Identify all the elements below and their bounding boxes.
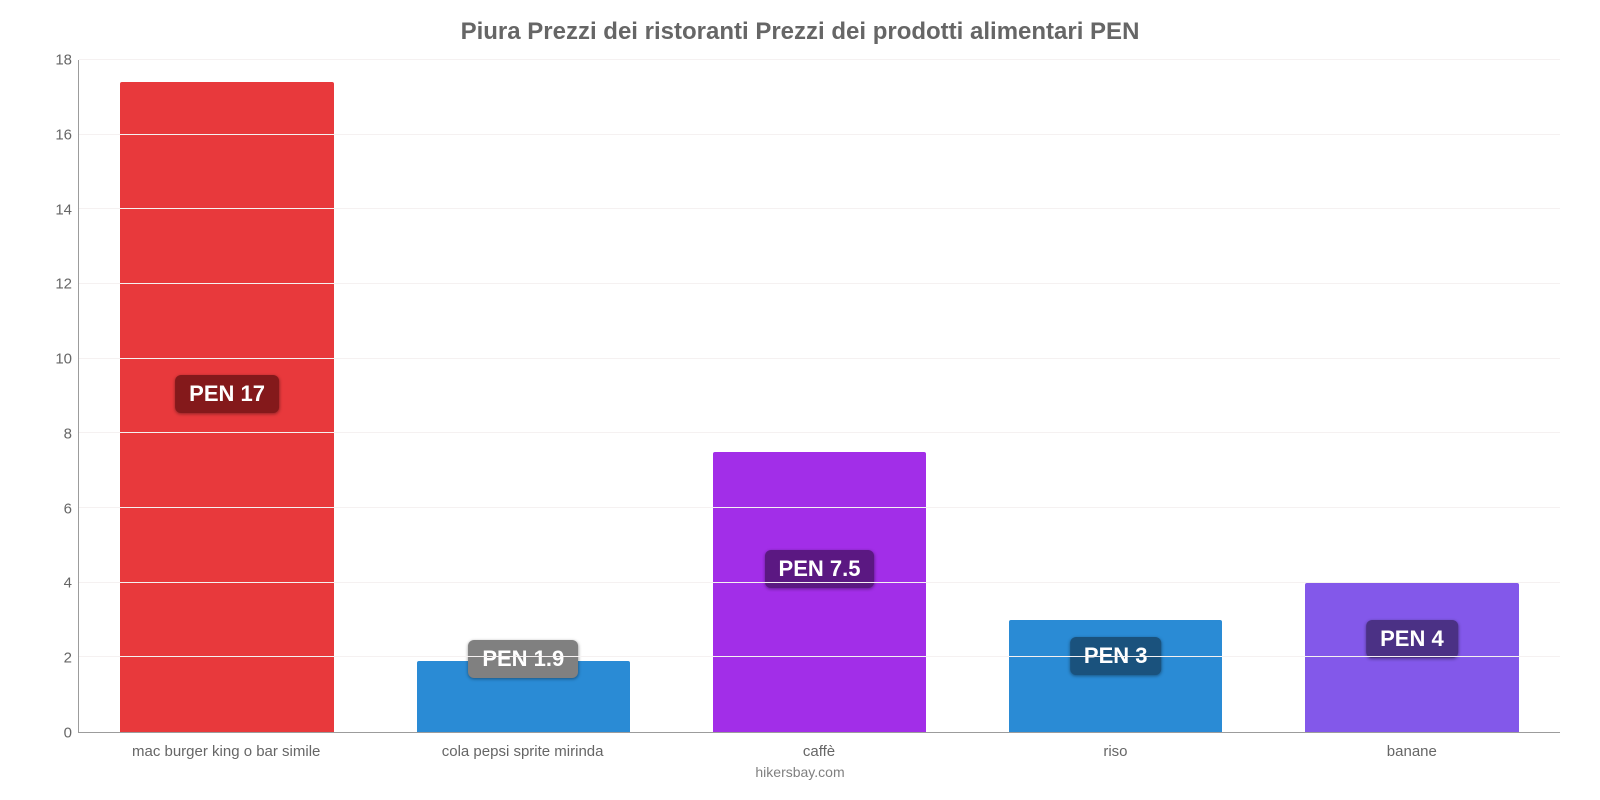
bar: PEN 3 [1009,620,1222,732]
bar-slot: PEN 7.5 [671,60,967,732]
y-tick-label: 16 [55,126,72,143]
y-tick-label: 8 [64,425,72,442]
price-bar-chart: Piura Prezzi dei ristoranti Prezzi dei p… [0,0,1600,800]
y-axis: 024681012141618 [40,60,78,733]
y-tick-label: 14 [55,201,72,218]
gridline [79,507,1560,508]
plot-row: 024681012141618 PEN 17PEN 1.9PEN 7.5PEN … [40,60,1560,733]
gridline [79,358,1560,359]
x-axis-label: caffè [671,733,967,760]
bar: PEN 1.9 [417,661,630,732]
bar-slot: PEN 4 [1264,60,1560,732]
x-axis-label: riso [967,733,1263,760]
bar-slot: PEN 17 [79,60,375,732]
gridline [79,582,1560,583]
gridline [79,134,1560,135]
x-axis-label: banane [1264,733,1560,760]
y-tick-label: 12 [55,276,72,293]
bars-container: PEN 17 PEN 1.9 PEN 7.5 PEN 3 PEN 4 [79,60,1560,732]
plot-area: PEN 17 PEN 1.9 PEN 7.5 PEN 3 PEN 4 [78,60,1560,733]
y-tick-label: 10 [55,351,72,368]
bar-slot: PEN 1.9 [375,60,671,732]
bar-slot: PEN 3 [968,60,1264,732]
bar: PEN 17 [120,82,333,732]
y-tick-label: 2 [64,650,72,667]
gridline [79,59,1560,60]
bar-value-label: PEN 4 [1366,620,1458,658]
chart-title: Piura Prezzi dei ristoranti Prezzi dei p… [40,18,1560,46]
x-axis-labels: mac burger king o bar similecola pepsi s… [78,733,1560,760]
bar-value-label: PEN 1.9 [468,640,578,678]
x-axis-row: mac burger king o bar similecola pepsi s… [78,733,1560,760]
gridline [79,432,1560,433]
y-tick-label: 6 [64,500,72,517]
gridline [79,283,1560,284]
gridline [79,208,1560,209]
y-tick-label: 18 [55,52,72,69]
x-axis-label: mac burger king o bar simile [78,733,374,760]
gridline [79,656,1560,657]
chart-footer: hikersbay.com [40,764,1560,780]
x-axis-label: cola pepsi sprite mirinda [374,733,670,760]
bar: PEN 7.5 [713,452,926,732]
y-tick-label: 4 [64,575,72,592]
bar-value-label: PEN 17 [175,375,279,413]
y-tick-label: 0 [64,725,72,742]
